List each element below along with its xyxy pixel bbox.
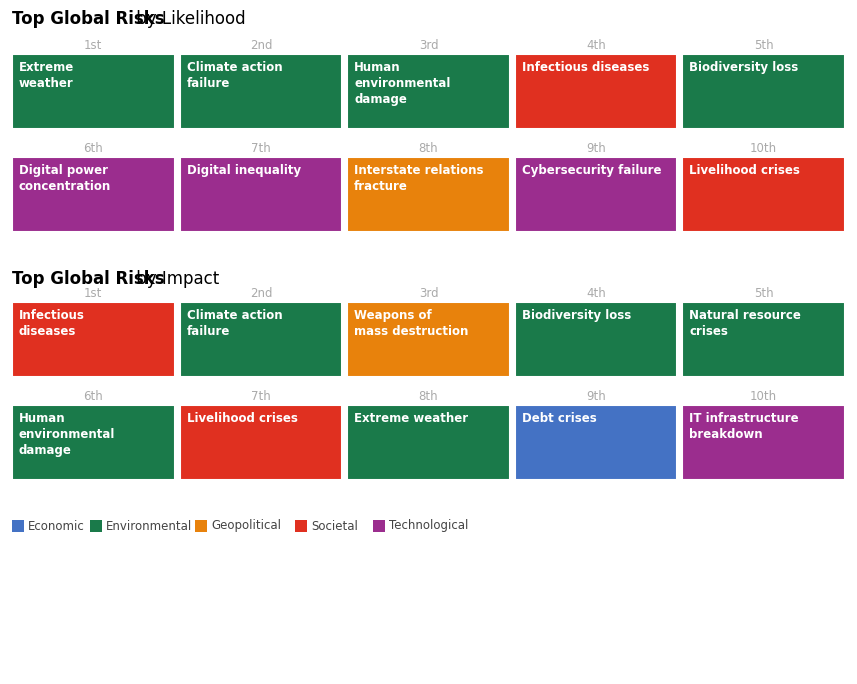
Text: Extreme weather: Extreme weather bbox=[354, 412, 468, 425]
Text: 2nd: 2nd bbox=[249, 287, 273, 300]
FancyBboxPatch shape bbox=[347, 405, 510, 480]
FancyBboxPatch shape bbox=[12, 520, 24, 532]
Text: Societal: Societal bbox=[311, 520, 358, 533]
Text: Debt crises: Debt crises bbox=[522, 412, 596, 425]
Text: Top Global Risks: Top Global Risks bbox=[12, 270, 165, 288]
Text: 1st: 1st bbox=[84, 39, 103, 52]
FancyBboxPatch shape bbox=[180, 405, 342, 480]
Text: 2nd: 2nd bbox=[249, 39, 273, 52]
Text: Digital power
concentration: Digital power concentration bbox=[19, 164, 111, 193]
Text: Livelihood crises: Livelihood crises bbox=[187, 412, 297, 425]
FancyBboxPatch shape bbox=[515, 302, 677, 377]
Text: 6th: 6th bbox=[83, 142, 103, 155]
FancyBboxPatch shape bbox=[12, 405, 175, 480]
Text: 9th: 9th bbox=[586, 142, 606, 155]
Text: Economic: Economic bbox=[28, 520, 85, 533]
Text: Human
environmental
damage: Human environmental damage bbox=[354, 61, 451, 106]
Text: 3rd: 3rd bbox=[419, 39, 438, 52]
FancyBboxPatch shape bbox=[180, 54, 342, 129]
Text: 6th: 6th bbox=[83, 390, 103, 403]
Text: Top Global Risks: Top Global Risks bbox=[12, 10, 165, 28]
FancyBboxPatch shape bbox=[682, 157, 845, 232]
Text: 4th: 4th bbox=[586, 39, 606, 52]
Text: 9th: 9th bbox=[586, 390, 606, 403]
Text: 3rd: 3rd bbox=[419, 287, 438, 300]
FancyBboxPatch shape bbox=[90, 520, 102, 532]
Text: Infectious
diseases: Infectious diseases bbox=[19, 309, 85, 338]
FancyBboxPatch shape bbox=[347, 54, 510, 129]
Text: 8th: 8th bbox=[419, 142, 438, 155]
Text: Digital inequality: Digital inequality bbox=[187, 164, 301, 177]
Text: by Impact: by Impact bbox=[131, 270, 219, 288]
Text: Environmental: Environmental bbox=[106, 520, 192, 533]
FancyBboxPatch shape bbox=[515, 54, 677, 129]
Text: 10th: 10th bbox=[750, 142, 777, 155]
Text: 8th: 8th bbox=[419, 390, 438, 403]
Text: Climate action
failure: Climate action failure bbox=[187, 309, 282, 338]
FancyBboxPatch shape bbox=[682, 302, 845, 377]
FancyBboxPatch shape bbox=[12, 157, 175, 232]
Text: by Likelihood: by Likelihood bbox=[131, 10, 246, 28]
FancyBboxPatch shape bbox=[347, 302, 510, 377]
FancyBboxPatch shape bbox=[682, 54, 845, 129]
Text: Weapons of
mass destruction: Weapons of mass destruction bbox=[354, 309, 469, 338]
Text: Climate action
failure: Climate action failure bbox=[187, 61, 282, 90]
Text: Geopolitical: Geopolitical bbox=[212, 520, 281, 533]
Text: Natural resource
crises: Natural resource crises bbox=[689, 309, 801, 338]
Text: Interstate relations
fracture: Interstate relations fracture bbox=[354, 164, 483, 193]
FancyBboxPatch shape bbox=[195, 520, 207, 532]
FancyBboxPatch shape bbox=[12, 302, 175, 377]
FancyBboxPatch shape bbox=[374, 520, 386, 532]
Text: 5th: 5th bbox=[754, 287, 774, 300]
FancyBboxPatch shape bbox=[515, 157, 677, 232]
Text: Technological: Technological bbox=[389, 520, 469, 533]
FancyBboxPatch shape bbox=[180, 302, 342, 377]
Text: Human
environmental
damage: Human environmental damage bbox=[19, 412, 116, 457]
Text: 5th: 5th bbox=[754, 39, 774, 52]
Text: Biodiversity loss: Biodiversity loss bbox=[522, 309, 631, 322]
Text: 4th: 4th bbox=[586, 287, 606, 300]
FancyBboxPatch shape bbox=[296, 520, 308, 532]
Text: IT infrastructure
breakdown: IT infrastructure breakdown bbox=[689, 412, 799, 441]
FancyBboxPatch shape bbox=[682, 405, 845, 480]
FancyBboxPatch shape bbox=[347, 157, 510, 232]
Text: 10th: 10th bbox=[750, 390, 777, 403]
Text: 7th: 7th bbox=[251, 142, 271, 155]
Text: Livelihood crises: Livelihood crises bbox=[689, 164, 800, 177]
FancyBboxPatch shape bbox=[12, 54, 175, 129]
FancyBboxPatch shape bbox=[180, 157, 342, 232]
Text: 1st: 1st bbox=[84, 287, 103, 300]
Text: Cybersecurity failure: Cybersecurity failure bbox=[522, 164, 662, 177]
Text: Biodiversity loss: Biodiversity loss bbox=[689, 61, 799, 74]
FancyBboxPatch shape bbox=[515, 405, 677, 480]
Text: Infectious diseases: Infectious diseases bbox=[522, 61, 649, 74]
Text: Extreme
weather: Extreme weather bbox=[19, 61, 75, 90]
Text: 7th: 7th bbox=[251, 390, 271, 403]
